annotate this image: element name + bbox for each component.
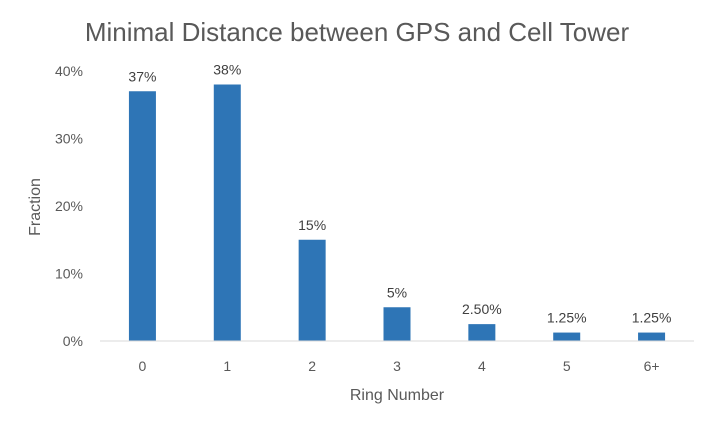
x-tick-label: 2 xyxy=(308,358,316,374)
bar xyxy=(213,84,241,341)
bar xyxy=(468,324,496,341)
y-tick-label: 40% xyxy=(55,63,83,79)
bar xyxy=(298,239,326,341)
data-label: 37% xyxy=(128,68,156,84)
x-axis-ticks: 0 1 2 3 4 5 6+ xyxy=(139,358,660,374)
y-tick-label: 20% xyxy=(55,198,83,214)
y-tick-label: 0% xyxy=(63,333,83,349)
data-label: 38% xyxy=(213,62,241,78)
chart-title: Minimal Distance between GPS and Cell To… xyxy=(85,17,630,47)
x-tick-label: 1 xyxy=(223,358,231,374)
data-label: 2.50% xyxy=(462,301,502,317)
y-tick-label: 30% xyxy=(55,131,83,147)
x-tick-label: 3 xyxy=(393,358,401,374)
bar xyxy=(383,307,411,341)
bars xyxy=(128,84,666,341)
bar xyxy=(553,332,581,341)
x-tick-label: 0 xyxy=(139,358,147,374)
y-axis-ticks: 0% 10% 20% 30% 40% xyxy=(55,63,83,349)
data-label: 1.25% xyxy=(632,310,672,326)
data-label: 5% xyxy=(387,284,407,300)
x-tick-label: 6+ xyxy=(644,358,660,374)
x-tick-label: 4 xyxy=(478,358,486,374)
data-label: 15% xyxy=(298,217,326,233)
x-tick-label: 5 xyxy=(563,358,571,374)
y-axis-title: Fraction xyxy=(27,178,44,236)
x-axis-title: Ring Number xyxy=(350,387,445,404)
y-tick-label: 10% xyxy=(55,266,83,282)
data-labels: 37% 38% 15% 5% 2.50% 1.25% 1.25% xyxy=(128,62,671,326)
data-label: 1.25% xyxy=(547,310,587,326)
bar xyxy=(638,332,666,341)
bar xyxy=(128,91,156,341)
